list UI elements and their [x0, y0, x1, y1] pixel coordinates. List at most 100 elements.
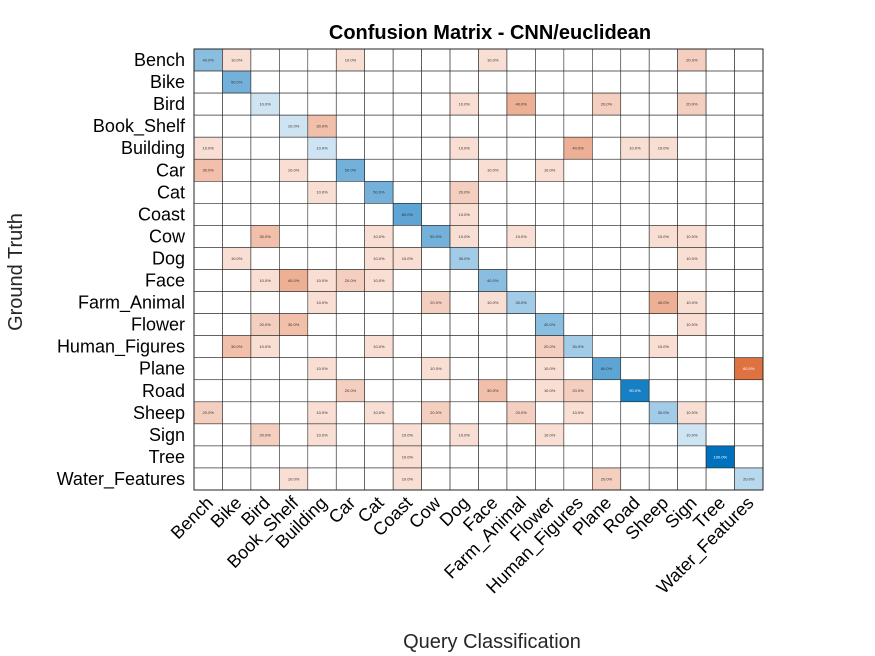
cell-value-label: 10.0%: [373, 278, 385, 283]
matrix-cell: [193, 313, 223, 336]
matrix-cell: [193, 203, 223, 226]
matrix-cell: [620, 181, 650, 204]
cell-value-label: 10.0%: [459, 212, 471, 217]
matrix-cell: [421, 203, 451, 226]
matrix-cell: [250, 467, 280, 491]
matrix-cell: [591, 291, 622, 314]
matrix-cell: [648, 92, 678, 116]
matrix-cell: [449, 269, 479, 292]
cell-value-label: 20.0%: [259, 432, 271, 437]
matrix-cell: [677, 136, 707, 160]
cell-value-label: 20.0%: [572, 388, 584, 393]
matrix-cell: [478, 92, 508, 116]
matrix-cell: [563, 70, 593, 94]
matrix-cell: [591, 114, 622, 138]
matrix-cell: [392, 92, 422, 116]
cell-value-label: 40.0%: [572, 146, 584, 151]
matrix-cell: [535, 401, 565, 425]
cell-value-label: 10.0%: [629, 146, 641, 151]
matrix-cell: [307, 203, 337, 226]
matrix-cell: [392, 158, 422, 182]
matrix-cell: [421, 92, 451, 116]
cell-value-label: 10.0%: [203, 146, 215, 151]
matrix-cell: [705, 291, 735, 314]
matrix-cell: [591, 313, 622, 336]
matrix-cell: [705, 423, 735, 447]
matrix-cell: [392, 313, 422, 336]
cell-value-label: 20.0%: [601, 476, 613, 481]
y-tick-label: Building: [121, 138, 185, 158]
matrix-cell: [193, 335, 223, 358]
cell-value-label: 10.0%: [316, 190, 328, 195]
matrix-cell: [392, 136, 422, 160]
y-tick-label: Coast: [138, 204, 185, 224]
matrix-cell: [535, 203, 565, 226]
matrix-cell: [535, 269, 565, 292]
matrix-cell: [620, 70, 650, 94]
matrix-cell: [734, 379, 764, 403]
matrix-cell: [421, 445, 451, 469]
cell-value-label: 30.0%: [316, 124, 328, 129]
matrix-cell: [250, 158, 280, 182]
matrix-cell: [677, 181, 707, 204]
matrix-cell: [677, 467, 707, 491]
matrix-cell: [591, 136, 622, 160]
cell-value-label: 40.0%: [487, 278, 499, 283]
y-tick-label: Human_Figures: [57, 337, 185, 358]
matrix-cell: [222, 181, 252, 204]
matrix-cell: [506, 247, 536, 270]
matrix-cell: [591, 379, 622, 403]
matrix-cell: [705, 379, 735, 403]
matrix-cell: [392, 291, 422, 314]
matrix-cell: [620, 335, 650, 358]
matrix-cell: [620, 401, 650, 425]
matrix-cell: [563, 92, 593, 116]
cell-value-label: 20.0%: [743, 476, 755, 481]
matrix-cell: [535, 225, 565, 248]
matrix-cell: [421, 114, 451, 138]
x-tick-label: Car: [325, 493, 360, 528]
matrix-cell-labels: 40.0% 10.0% 10.0% 10.0% 20.0% 50.0% 10.0% 10.0%…: [203, 57, 755, 481]
matrix-cell: [250, 291, 280, 314]
matrix-cell: [648, 114, 678, 138]
matrix-cell: [734, 335, 764, 358]
cell-value-label: 90.0%: [629, 388, 641, 393]
matrix-cell: [421, 158, 451, 182]
matrix-cell: [677, 114, 707, 138]
matrix-cell: [620, 467, 650, 491]
matrix-cell: [421, 423, 451, 447]
matrix-cell: [335, 445, 366, 469]
matrix-cell: [335, 357, 366, 381]
matrix-cell: [364, 423, 394, 447]
y-tick-label: Tree: [149, 447, 185, 467]
cell-value-label: 40.0%: [658, 300, 670, 305]
cell-value-label: 10.0%: [259, 102, 271, 107]
matrix-cell: [535, 114, 565, 138]
matrix-cell: [279, 445, 309, 469]
matrix-cell: [620, 269, 650, 292]
matrix-cell: [591, 269, 622, 292]
matrix-cell: [392, 114, 422, 138]
matrix-cell: [705, 335, 735, 358]
cell-value-label: 10.0%: [686, 234, 698, 239]
matrix-cell: [478, 401, 508, 425]
matrix-cell: [563, 225, 593, 248]
matrix-cell: [421, 181, 451, 204]
matrix-cell: [506, 181, 536, 204]
matrix-cell: [222, 136, 252, 160]
matrix-cell: [478, 357, 508, 381]
cell-value-label: 20.0%: [686, 57, 698, 62]
matrix-cell: [705, 114, 735, 138]
y-axis-label: Ground Truth: [5, 213, 27, 331]
matrix-cell: [563, 158, 593, 182]
matrix-cell: [193, 247, 223, 270]
matrix-cell: [535, 70, 565, 94]
matrix-cell: [478, 335, 508, 358]
cell-value-label: 10.0%: [316, 432, 328, 437]
y-tick-label: Flower: [131, 315, 185, 335]
y-tick-label: Cat: [157, 182, 185, 202]
cell-value-label: 20.0%: [430, 300, 442, 305]
matrix-cell: [705, 401, 735, 425]
cell-value-label: 10.0%: [345, 57, 357, 62]
matrix-cell: [478, 313, 508, 336]
